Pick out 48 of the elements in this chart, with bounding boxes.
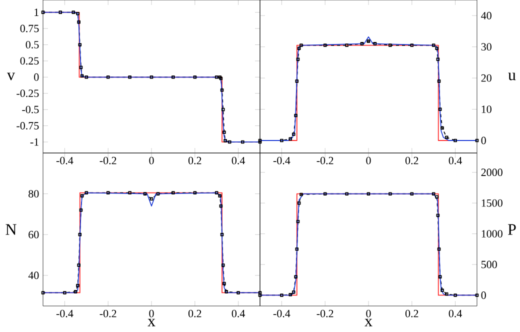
x-tick-label: 0.4 [448,156,462,164]
y2-tick-label: 20 [481,74,492,82]
x-tick-label: -0.4 [273,156,290,164]
y2-tick-label: 1500 [482,199,502,207]
x-tick-label: 0.2 [188,310,202,318]
y2-tick-label: 10 [482,106,492,113]
y-tick-label: 40 [28,272,39,280]
x-tick-label: 0.2 [405,310,418,318]
y2-tick-label: 40 [481,12,492,20]
x-tick-label: 0 [366,310,371,318]
x-tick-label: 0.4 [232,156,246,164]
y-axis-title: N [6,224,16,235]
y2-axis-title: P [508,224,516,235]
y2-tick-label: 1000 [482,230,502,238]
y2-axis-title: u [508,72,516,80]
y-tick-label: 0.25 [20,57,39,65]
x-tick-label: 0.4 [232,310,246,318]
y-tick-label: -0.75 [16,122,39,130]
y-tick-label: -1 [30,138,38,146]
y-tick-label: 0.75 [20,24,39,32]
x-axis-title: x [364,318,372,326]
x-tick-label: -0.2 [316,310,334,318]
x-tick-label: 0.4 [448,310,462,318]
y-tick-label: -0.25 [16,90,39,98]
y2-tick-label: 0 [481,136,486,144]
x-axis-title: x [148,318,156,326]
y-tick-label: 80 [28,190,39,198]
x-tick-label: -0.2 [100,310,116,318]
y-tick-label: 0.5 [26,41,39,48]
x-tick-label: -0.2 [316,156,334,164]
x-tick-label: -0.4 [56,310,74,318]
x-tick-label: 0 [149,310,154,318]
x-tick-label: 0.2 [188,156,202,164]
x-tick-label: -0.4 [273,310,290,318]
x-tick-label: -0.4 [56,156,74,164]
x-tick-label: 0 [149,156,154,164]
y-tick-label: -0.5 [22,106,39,114]
y-tick-label: 60 [28,230,39,238]
x-tick-label: 0.2 [405,156,418,164]
x-tick-label: 0 [366,156,371,164]
y2-tick-label: 0 [481,292,486,299]
y2-tick-label: 2000 [481,168,502,176]
y-tick-label: 1 [34,8,38,16]
y2-tick-label: 500 [482,260,497,268]
y-axis-title: v [7,72,16,80]
y2-tick-label: 30 [481,43,492,51]
x-tick-label: -0.2 [100,156,116,164]
y-tick-label: 0 [34,73,39,81]
